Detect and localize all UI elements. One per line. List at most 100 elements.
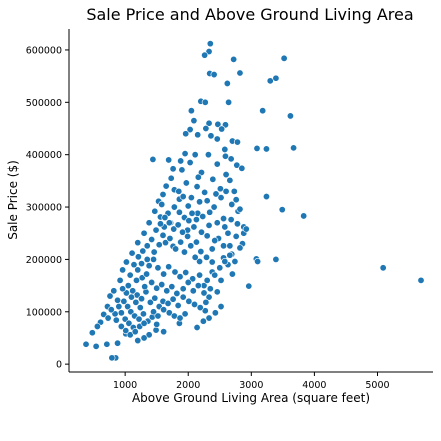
data-point [262, 145, 270, 153]
data-point [82, 340, 90, 348]
data-point [170, 225, 178, 233]
data-point [379, 264, 387, 272]
data-point [163, 287, 171, 295]
data-point [278, 206, 286, 214]
data-point [160, 270, 168, 278]
data-point [197, 228, 205, 236]
y-tick-label: 400000 [26, 150, 62, 161]
data-point [117, 309, 125, 317]
data-point [207, 132, 215, 140]
data-point [200, 289, 208, 297]
data-point [213, 160, 221, 168]
data-point [208, 245, 216, 253]
data-point [266, 77, 274, 85]
data-point [146, 298, 154, 306]
data-point [208, 258, 216, 266]
data-point [233, 220, 241, 228]
data-point [131, 328, 139, 336]
data-point [124, 282, 132, 290]
data-point [230, 55, 238, 63]
data-point [116, 276, 124, 284]
data-point [150, 308, 158, 316]
data-point [140, 229, 148, 237]
data-point [124, 303, 132, 311]
data-point [167, 174, 175, 182]
x-tick-label: 1000 [113, 380, 137, 391]
y-tick-label: 500000 [26, 98, 62, 109]
data-point [165, 309, 173, 317]
data-point [203, 276, 211, 284]
data-point [119, 266, 127, 274]
x-ticks: 1000 2000 3000 4000 5000 [113, 372, 390, 391]
data-point [217, 276, 225, 284]
data-point [174, 221, 182, 229]
data-point [177, 238, 185, 246]
x-tick-label: 2000 [176, 380, 200, 391]
data-point [213, 288, 221, 296]
data-point [206, 40, 214, 48]
data-point [190, 223, 198, 231]
data-point [226, 251, 234, 259]
data-point [211, 237, 219, 245]
data-point [188, 209, 196, 217]
data-point [205, 293, 213, 301]
data-point [220, 242, 228, 250]
data-point [193, 323, 201, 331]
data-point [122, 258, 130, 266]
data-point [152, 326, 160, 334]
data-point [114, 339, 122, 347]
data-point [180, 248, 188, 256]
data-point [168, 283, 176, 291]
data-point [182, 268, 190, 276]
points-layer [82, 40, 425, 362]
data-point [233, 161, 241, 169]
data-point [162, 182, 170, 190]
data-point [225, 98, 233, 106]
data-point [272, 74, 280, 82]
data-point [177, 157, 185, 165]
data-point [221, 145, 229, 153]
data-point [126, 271, 134, 279]
x-tick-label: 4000 [302, 380, 326, 391]
data-point [150, 248, 158, 256]
data-point [128, 249, 136, 257]
data-point [231, 258, 239, 266]
chart-title: Sale Price and Above Ground Living Area [86, 5, 413, 24]
data-point [233, 138, 241, 146]
data-point [134, 239, 142, 247]
data-point [140, 319, 148, 327]
data-point [205, 221, 213, 229]
data-point [262, 193, 270, 201]
data-point [202, 125, 210, 133]
data-point [417, 276, 425, 284]
data-point [148, 278, 156, 286]
data-point [196, 304, 204, 312]
data-point [191, 151, 199, 159]
data-point [218, 125, 226, 133]
data-point [187, 242, 195, 250]
y-tick-label: 200000 [26, 255, 62, 266]
data-point [286, 112, 294, 120]
data-point [151, 207, 159, 215]
data-point [141, 283, 149, 291]
data-point [134, 266, 142, 274]
y-axis-label: Sale Price ($) [6, 160, 20, 240]
data-point [214, 120, 222, 128]
data-point [134, 253, 142, 261]
data-point [184, 202, 192, 210]
data-point [259, 107, 267, 115]
y-tick-label: 100000 [26, 307, 62, 318]
data-point [154, 312, 162, 320]
data-point [203, 253, 211, 261]
data-point [190, 117, 198, 125]
x-tick-label: 3000 [239, 380, 263, 391]
data-point [159, 231, 167, 239]
data-point [205, 314, 213, 322]
data-point [103, 340, 111, 348]
data-point [139, 247, 147, 255]
data-point [92, 342, 100, 350]
data-point [203, 197, 211, 205]
data-point [120, 297, 128, 305]
data-point [221, 258, 229, 266]
data-point [165, 263, 173, 271]
